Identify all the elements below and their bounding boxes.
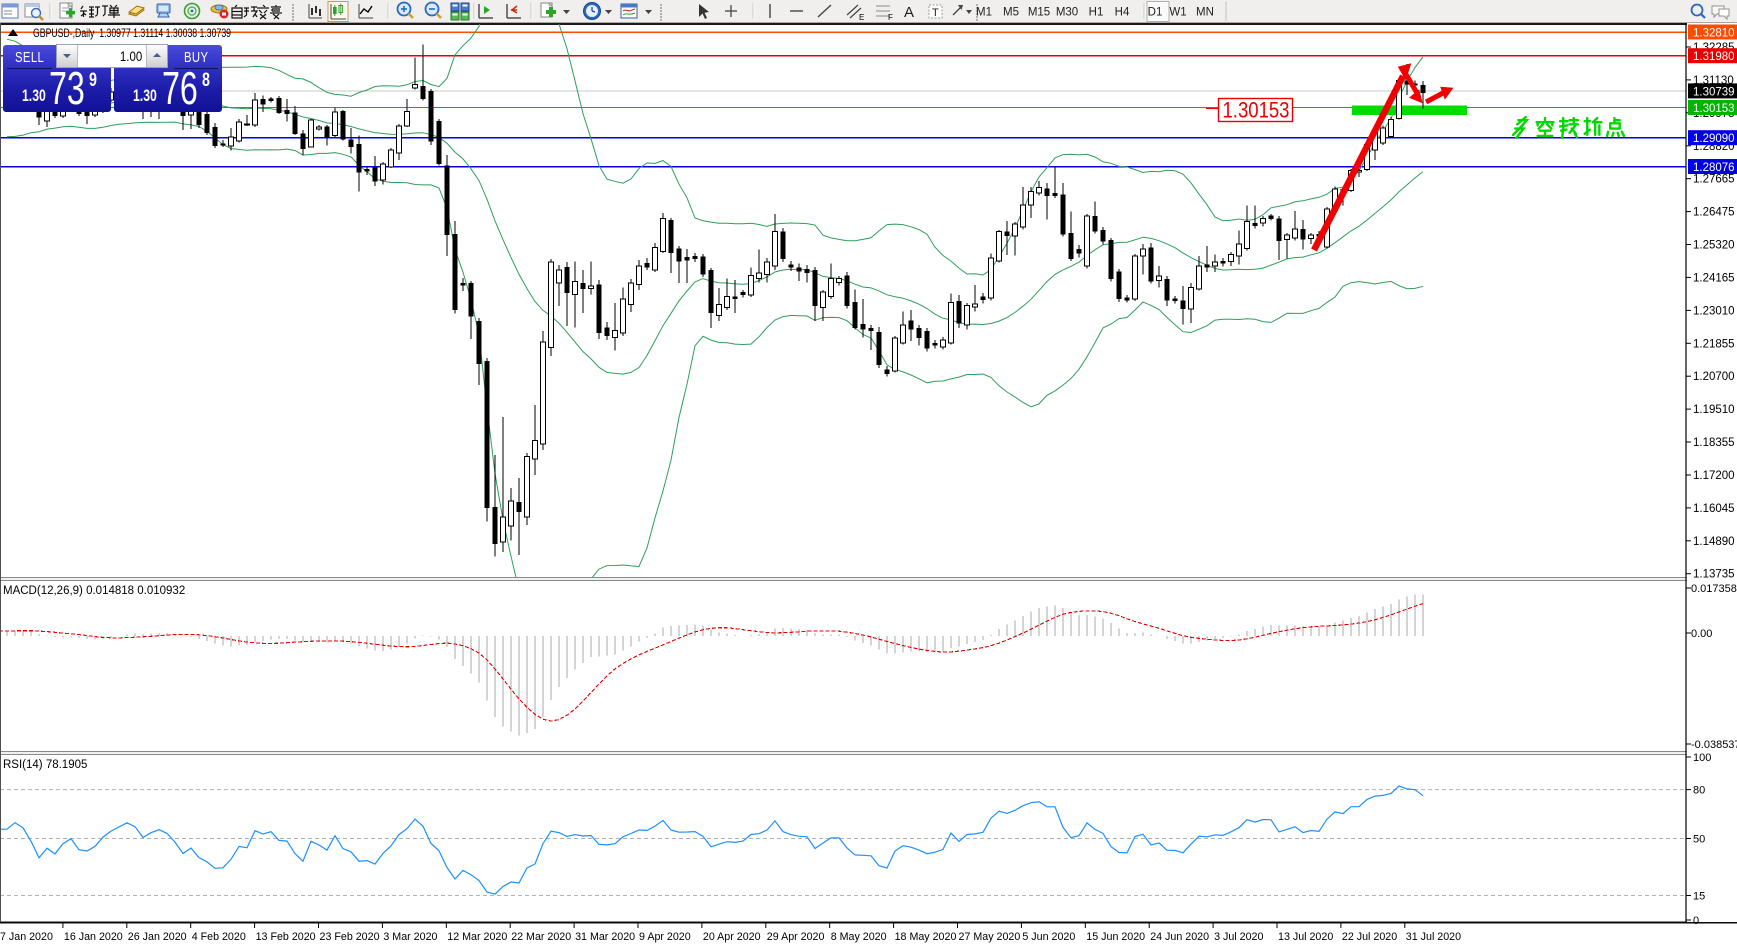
svg-text:0.017358: 0.017358 <box>1691 583 1737 595</box>
svg-text:24 Jun 2020: 24 Jun 2020 <box>1150 931 1209 943</box>
svg-text:1.13735: 1.13735 <box>1693 569 1735 581</box>
svg-text:22 Mar 2020: 22 Mar 2020 <box>511 931 571 943</box>
svg-text:3 Jul 2020: 3 Jul 2020 <box>1214 931 1263 943</box>
svg-text:3 Mar 2020: 3 Mar 2020 <box>383 931 437 943</box>
svg-text:20 Apr 2020: 20 Apr 2020 <box>703 931 761 943</box>
svg-text:5 Jun 2020: 5 Jun 2020 <box>1022 931 1075 943</box>
svg-text:1.27665: 1.27665 <box>1693 174 1735 186</box>
svg-text:H4: H4 <box>1115 7 1130 19</box>
svg-text:MACD(12,26,9) 0.014818 0.01093: MACD(12,26,9) 0.014818 0.010932 <box>3 585 185 597</box>
svg-text:22 Jul 2020: 22 Jul 2020 <box>1342 931 1397 943</box>
svg-text:1.30153: 1.30153 <box>1223 98 1290 123</box>
svg-text:1.28076: 1.28076 <box>1693 162 1735 174</box>
svg-text:15 Jun 2020: 15 Jun 2020 <box>1086 931 1145 943</box>
svg-text:1.17200: 1.17200 <box>1693 470 1735 482</box>
svg-text:1.20700: 1.20700 <box>1693 371 1735 383</box>
svg-text:18 May 2020: 18 May 2020 <box>895 931 957 943</box>
svg-text:MN: MN <box>1196 7 1214 19</box>
svg-text:1.29090: 1.29090 <box>1693 133 1735 145</box>
svg-text:15: 15 <box>1693 891 1705 903</box>
svg-text:M1: M1 <box>976 7 992 19</box>
svg-text:1.16045: 1.16045 <box>1693 503 1735 515</box>
svg-text:23 Feb 2020: 23 Feb 2020 <box>320 931 380 943</box>
svg-text:13 Feb 2020: 13 Feb 2020 <box>256 931 316 943</box>
svg-text:12 Mar 2020: 12 Mar 2020 <box>447 931 507 943</box>
svg-text:1.24165: 1.24165 <box>1693 272 1735 284</box>
svg-text:29 Apr 2020: 29 Apr 2020 <box>767 931 825 943</box>
svg-text:0.00: 0.00 <box>1691 628 1712 640</box>
svg-text:9 Apr 2020: 9 Apr 2020 <box>639 931 691 943</box>
svg-text:1.23010: 1.23010 <box>1693 305 1735 317</box>
svg-text:-0.038537: -0.038537 <box>1691 739 1737 751</box>
svg-text:1.18355: 1.18355 <box>1693 437 1735 449</box>
svg-text:31 Mar 2020: 31 Mar 2020 <box>575 931 635 943</box>
svg-text:1.14890: 1.14890 <box>1693 536 1735 548</box>
svg-text:80: 80 <box>1693 785 1705 797</box>
svg-text:M15: M15 <box>1028 7 1050 19</box>
svg-text:1.30153: 1.30153 <box>1693 103 1735 115</box>
svg-text:13 Jul 2020: 13 Jul 2020 <box>1278 931 1333 943</box>
svg-text:8 May 2020: 8 May 2020 <box>831 931 887 943</box>
svg-text:16 Jan 2020: 16 Jan 2020 <box>64 931 123 943</box>
svg-text:27 May 2020: 27 May 2020 <box>959 931 1021 943</box>
svg-text:7 Jan 2020: 7 Jan 2020 <box>0 931 53 943</box>
svg-text:RSI(14) 78.1905: RSI(14) 78.1905 <box>3 759 87 771</box>
svg-text:W1: W1 <box>1169 7 1186 19</box>
svg-text:GBPUSD-,Daily 1.30977 1.31114: GBPUSD-,Daily 1.30977 1.31114 1.30038 1.… <box>33 26 231 40</box>
svg-text:1.26475: 1.26475 <box>1693 207 1735 219</box>
svg-text:F: F <box>888 13 893 22</box>
svg-text:1.32810: 1.32810 <box>1693 28 1735 40</box>
svg-text:26 Jan 2020: 26 Jan 2020 <box>128 931 187 943</box>
svg-text:1.21855: 1.21855 <box>1693 338 1735 350</box>
svg-text:M30: M30 <box>1056 7 1078 19</box>
svg-text:T: T <box>932 7 939 19</box>
svg-text:4 Feb 2020: 4 Feb 2020 <box>192 931 246 943</box>
svg-text:H1: H1 <box>1089 7 1104 19</box>
svg-text:D1: D1 <box>1148 7 1163 19</box>
svg-text:M5: M5 <box>1003 7 1019 19</box>
svg-text:0: 0 <box>1693 915 1699 927</box>
svg-text:100: 100 <box>1693 752 1711 764</box>
svg-text:1.30739: 1.30739 <box>1693 86 1735 98</box>
svg-text:E: E <box>859 13 864 22</box>
svg-text:31 Jul 2020: 31 Jul 2020 <box>1406 931 1461 943</box>
svg-text:1.25320: 1.25320 <box>1693 240 1735 252</box>
svg-text:1.31980: 1.31980 <box>1693 51 1735 63</box>
svg-text:50: 50 <box>1693 834 1705 846</box>
svg-text:A: A <box>904 4 914 21</box>
svg-text:1.19510: 1.19510 <box>1693 404 1735 416</box>
